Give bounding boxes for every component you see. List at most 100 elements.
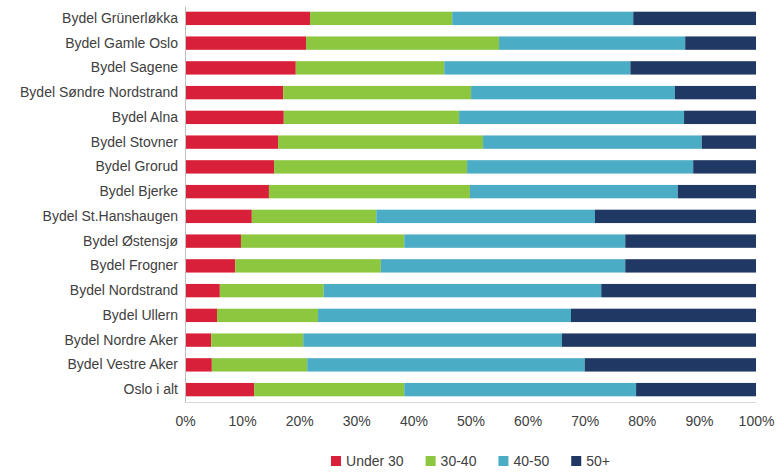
- legend-item: Under 30: [331, 453, 404, 469]
- bar: [470, 185, 678, 198]
- tick-label: Bydel Stovner: [91, 134, 178, 150]
- tick-label: Bydel Grorud: [96, 158, 178, 174]
- bar: [324, 284, 602, 297]
- tick-label: Oslo i alt: [124, 381, 179, 397]
- bar: [220, 284, 324, 297]
- bar: [404, 383, 636, 396]
- tick-label: 50%: [457, 413, 485, 429]
- tick: Bydel Sagene: [91, 59, 185, 75]
- bar: [562, 333, 756, 346]
- bar: [625, 259, 756, 272]
- tick-label: 10%: [229, 413, 257, 429]
- plot: 0%10%20%30%40%50%60%70%80%90%100%Bydel G…: [20, 7, 774, 429]
- bar: [274, 160, 467, 173]
- tick: Bydel Østensjø: [83, 233, 185, 249]
- legend: Under 3030-4040-5050+: [331, 453, 610, 469]
- bar: [185, 135, 278, 148]
- legend-label: Under 30: [346, 453, 404, 469]
- tick: Bydel Bjerke: [99, 183, 185, 199]
- tick: Bydel Nordre Aker: [64, 332, 185, 348]
- bars: [185, 12, 756, 397]
- bar: [296, 61, 444, 74]
- bar: [595, 210, 756, 223]
- bar: [185, 259, 235, 272]
- legend-swatch: [426, 456, 436, 466]
- bar: [303, 333, 562, 346]
- bar: [444, 61, 630, 74]
- tick: Bydel Ullern: [103, 307, 185, 323]
- axis-line: [186, 402, 757, 403]
- bar: [278, 135, 483, 148]
- bar: [185, 333, 211, 346]
- tick-label: Bydel Grünerløkka: [62, 10, 178, 26]
- tick: 10%: [229, 402, 257, 429]
- bar: [471, 86, 675, 99]
- bar: [211, 333, 303, 346]
- bar: [459, 111, 684, 124]
- tick: Bydel Grorud: [96, 158, 185, 174]
- tick: 20%: [286, 402, 314, 429]
- tick-label: 60%: [514, 413, 542, 429]
- axis-line: [185, 7, 186, 403]
- bar: [636, 383, 756, 396]
- bar: [306, 36, 499, 49]
- bar: [185, 234, 241, 247]
- legend-swatch: [498, 456, 508, 466]
- tick: Bydel Gamle Oslo: [65, 35, 185, 51]
- tick: Bydel Grünerløkka: [62, 10, 185, 26]
- bar: [452, 12, 633, 25]
- bar: [684, 111, 756, 124]
- tick: Bydel Stovner: [91, 134, 185, 150]
- tick: 80%: [628, 402, 656, 429]
- tick-label: Bydel Ullern: [103, 307, 178, 323]
- tick: 90%: [685, 402, 713, 429]
- series: [562, 12, 756, 397]
- series: [185, 12, 310, 397]
- bar: [217, 309, 318, 322]
- bar: [483, 135, 702, 148]
- tick-label: Bydel Søndre Nordstrand: [20, 84, 178, 100]
- tick-label: 90%: [685, 413, 713, 429]
- bar: [625, 234, 756, 247]
- tick-label: Bydel St.Hanshaugen: [43, 208, 178, 224]
- bar: [675, 86, 756, 99]
- bar: [185, 210, 252, 223]
- bar: [254, 383, 404, 396]
- tick-label: 40%: [400, 413, 428, 429]
- y-axis: Bydel Grünerløkka Bydel Gamle Oslo Bydel S…: [20, 7, 185, 403]
- tick: 100%: [739, 402, 775, 429]
- legend-item: 30-40: [426, 453, 477, 469]
- bar: [284, 111, 459, 124]
- tick-label: Bydel Nordre Aker: [64, 332, 178, 348]
- legend-label: 50+: [586, 453, 610, 469]
- bar: [185, 284, 220, 297]
- bar: [404, 234, 625, 247]
- tick-label: Bydel Bjerke: [99, 183, 178, 199]
- x-axis: 0%10%20%30%40%50%60%70%80%90%100%: [175, 402, 774, 429]
- bar: [185, 383, 254, 396]
- bar: [318, 309, 571, 322]
- tick: 30%: [343, 402, 371, 429]
- tick-label: Bydel Østensjø: [83, 233, 178, 249]
- bar: [499, 36, 685, 49]
- legend-swatch: [571, 456, 581, 466]
- tick-label: Bydel Gamle Oslo: [65, 35, 178, 51]
- bar: [376, 210, 595, 223]
- tick-label: 80%: [628, 413, 656, 429]
- chart: 0%10%20%30%40%50%60%70%80%90%100%Bydel G…: [0, 0, 782, 475]
- tick: 40%: [400, 402, 428, 429]
- bar: [185, 111, 284, 124]
- bar: [585, 358, 756, 371]
- tick: 0%: [175, 402, 195, 429]
- tick: Bydel Søndre Nordstrand: [20, 84, 185, 100]
- tick: Bydel Vestre Aker: [67, 356, 185, 372]
- bar: [685, 36, 756, 49]
- bar: [185, 185, 269, 198]
- bar: [269, 185, 470, 198]
- tick-label: 20%: [286, 413, 314, 429]
- bar: [283, 86, 471, 99]
- bar: [693, 160, 756, 173]
- legend-label: 30-40: [441, 453, 477, 469]
- bar: [467, 160, 693, 173]
- bar: [185, 86, 283, 99]
